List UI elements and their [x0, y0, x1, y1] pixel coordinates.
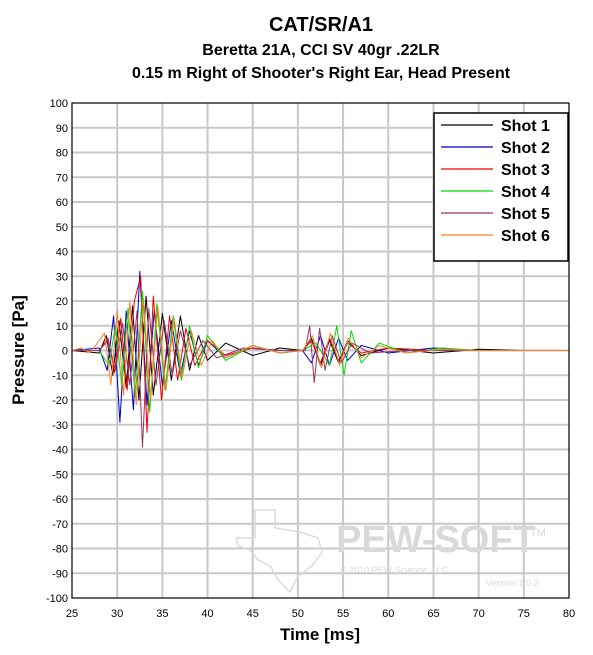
chart-subtitle-1: Beretta 21A, CCI SV 40gr .22LR	[202, 42, 440, 59]
legend-box	[433, 112, 569, 262]
y-axis: 1009080706050403020100-10-20-30-40-50-60…	[46, 98, 68, 605]
x-axis-label: Time [ms]	[280, 625, 360, 644]
y-tick-label: 30	[56, 271, 68, 283]
x-tick-label: 40	[201, 608, 213, 620]
x-tick-label: 25	[66, 608, 78, 620]
legend-label-shot-1: Shot 1	[501, 118, 550, 135]
legend: Shot 1 Shot 2 Shot 3 Shot 4 Shot 5 Shot 6	[433, 112, 569, 262]
series-group	[71, 270, 569, 448]
y-tick-label: -40	[52, 445, 68, 457]
x-tick-label: 65	[427, 608, 439, 620]
y-tick-label: -10	[52, 370, 68, 382]
watermark-brand: PEW-SOFT	[336, 519, 536, 561]
x-tick-label: 45	[247, 608, 259, 620]
legend-label-shot-4: Shot 4	[501, 184, 550, 201]
legend-label-shot-3: Shot 3	[501, 162, 550, 179]
texas-map-icon	[235, 509, 323, 594]
y-tick-label: -60	[52, 494, 68, 506]
legend-label-shot-5: Shot 5	[501, 206, 550, 223]
watermark: PEW-SOFT TM © 2010 PEW Science, LLC Vers…	[235, 509, 546, 594]
plot-frame	[71, 102, 570, 599]
legend-label-shot-2: Shot 2	[501, 140, 550, 157]
x-tick-label: 70	[473, 608, 485, 620]
y-tick-label: 60	[56, 197, 68, 209]
y-tick-label: 50	[56, 222, 68, 234]
series-line-shot-4	[72, 290, 569, 413]
x-tick-label: 50	[292, 608, 304, 620]
y-axis-label: Pressure [Pa]	[9, 295, 28, 405]
y-tick-label: 40	[56, 247, 68, 259]
y-tick-label: 70	[56, 172, 68, 184]
series-line-shot-6	[71, 298, 569, 406]
y-tick-label: -20	[52, 395, 68, 407]
x-tick-label: 30	[111, 608, 123, 620]
y-tick-label: -90	[52, 568, 68, 580]
y-tick-label: 90	[56, 123, 68, 135]
watermark-trademark: TM	[530, 527, 546, 539]
watermark-version: Version 1.0.2	[486, 578, 539, 588]
y-tick-label: -70	[52, 519, 68, 531]
y-tick-label: 10	[56, 321, 68, 333]
x-tick-label: 35	[156, 608, 168, 620]
y-tick-label: -100	[46, 593, 68, 605]
y-tick-label: -30	[52, 420, 68, 432]
y-tick-label: -80	[52, 544, 68, 556]
x-tick-label: 55	[337, 608, 349, 620]
series-line-shot-3	[72, 275, 569, 433]
chart-title: CAT/SR/A1	[269, 14, 373, 36]
legend-label-shot-6: Shot 6	[501, 228, 550, 245]
y-tick-label: -50	[52, 469, 68, 481]
watermark-copyright: © 2010 PEW Science, LLC	[340, 565, 449, 575]
y-tick-label: 0	[62, 346, 68, 358]
chart-subtitle-2: 0.15 m Right of Shooter's Right Ear, Hea…	[132, 65, 511, 82]
x-axis: 25 30 35 40 45 50 55 60 65 70 75 80	[66, 608, 575, 620]
x-tick-label: 75	[518, 608, 530, 620]
y-tick-label: 100	[50, 98, 68, 110]
x-tick-label: 80	[563, 608, 575, 620]
series-line-shot-1	[71, 295, 569, 401]
y-tick-label: 80	[56, 148, 68, 160]
y-tick-label: 20	[56, 296, 68, 308]
x-tick-label: 60	[382, 608, 394, 620]
